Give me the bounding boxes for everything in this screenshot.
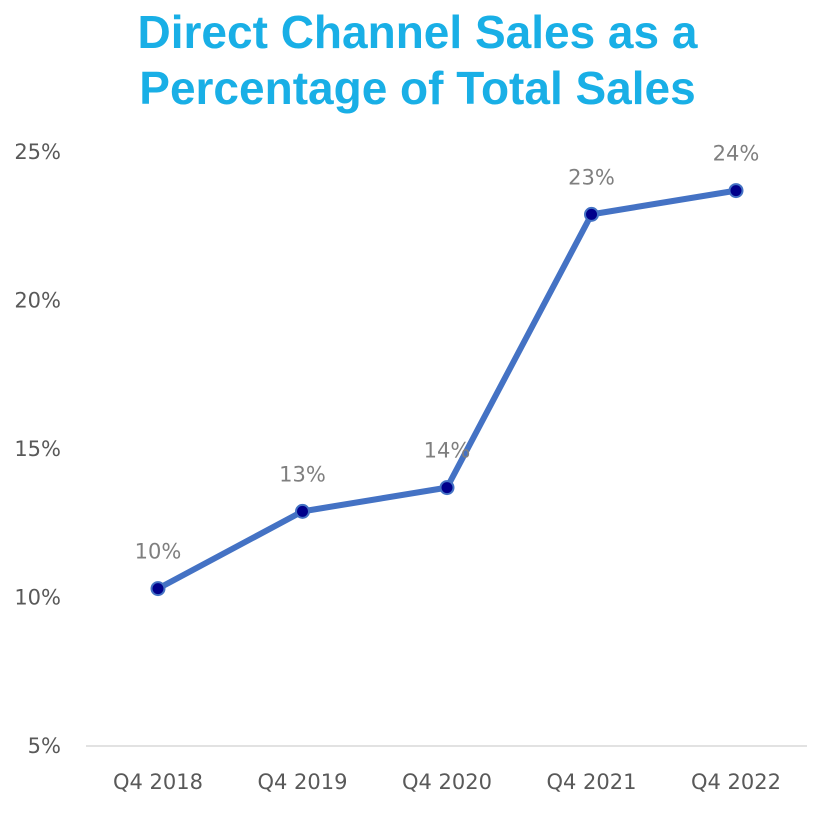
x-tick-label: Q4 2018: [113, 770, 203, 794]
y-tick-label: 15%: [14, 437, 61, 461]
data-point-marker: [150, 581, 166, 597]
x-tick-label: Q4 2021: [546, 770, 636, 794]
chart-title-line-1: Direct Channel Sales as a: [137, 6, 698, 58]
x-tick-label: Q4 2022: [691, 770, 781, 794]
y-axis: 5% 10% 15% 20% 25%: [14, 140, 61, 758]
chart-title: Direct Channel Sales as a Percentage of …: [0, 4, 835, 116]
data-point-marker: [295, 503, 310, 519]
y-tick-label: 5%: [28, 734, 61, 758]
series-line: [155, 187, 739, 592]
markers-group: [150, 183, 744, 597]
data-label: 14%: [424, 439, 471, 463]
data-point-marker: [728, 183, 744, 199]
x-axis: Q4 2018 Q4 2019 Q4 2020 Q4 2021 Q4 2022: [86, 745, 807, 794]
data-point-marker: [584, 206, 599, 222]
y-tick-label: 20%: [14, 289, 61, 313]
x-tick-label: Q4 2019: [257, 770, 347, 794]
data-labels-group: 10% 13% 14% 23% 24%: [135, 142, 760, 564]
data-label: 24%: [713, 142, 760, 166]
data-label: 23%: [568, 165, 615, 189]
data-point-marker: [439, 480, 455, 496]
data-label: 13%: [279, 462, 326, 486]
x-tick-label: Q4 2020: [402, 770, 492, 794]
series-line-group: [155, 187, 739, 592]
y-tick-label: 10%: [14, 586, 61, 610]
data-label: 10%: [135, 540, 182, 564]
y-tick-label: 25%: [14, 140, 61, 164]
chart-title-line-2: Percentage of Total Sales: [139, 62, 696, 114]
